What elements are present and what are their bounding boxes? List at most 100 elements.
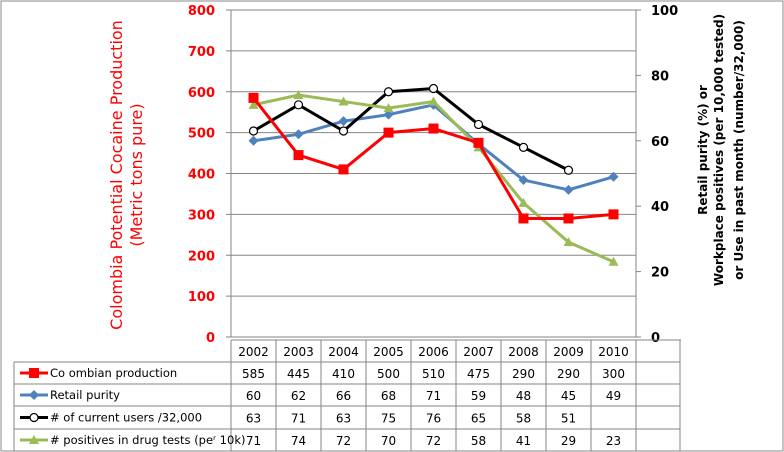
table-cell-value: 585 [242,367,265,381]
left-tick-label: 100 [188,290,215,305]
legend-marker [29,435,39,444]
left-tick-label: 600 [188,86,215,101]
data-point [338,126,349,136]
table-cell-value: 65 [471,412,486,426]
table-cell-value: 63 [246,412,261,426]
left-tick-label: 400 [188,168,215,183]
table-cell-value: 51 [561,412,576,426]
table-cell-value: 66 [336,389,351,403]
table-cell-value: 59 [471,389,486,403]
data-point [428,123,439,134]
legend-label: Retail purity [50,388,120,402]
x-category-label: 2008 [508,345,539,359]
table-cell-value: 49 [606,389,621,403]
table-cell-value: 45 [561,389,576,403]
table-cell-value: 71 [426,389,441,403]
table-cell-value: 41 [516,434,531,448]
data-point [383,87,394,97]
data-point [608,256,619,266]
data-point [428,96,439,106]
left-tick-label: 200 [188,249,215,264]
table-cell-value: 60 [246,389,261,403]
table-cell-value: 71 [246,434,261,448]
left-axis-title-line2: (Metric tons pure) [127,103,146,246]
left-tick-label: 0 [206,331,215,346]
table-cell-value: 300 [602,367,625,381]
data-point [338,116,349,127]
right-tick-label: 60 [651,135,669,150]
axes: 0 100 200 300 400 500 600 700 800 0 20 40 60 80 100 [188,4,678,346]
table-cell-value: 510 [422,367,445,381]
table-cell-value: 58 [516,412,531,426]
data-point [383,103,394,113]
data-point [248,99,259,109]
legend-label: Co ombian production [50,366,177,380]
table-cell-value: 48 [516,389,531,403]
left-tick-label: 300 [188,208,215,223]
data-point [473,137,484,148]
legend-marker [29,368,39,378]
data-point [608,209,619,220]
right-tick-label: 100 [651,4,678,19]
table-cell-value: 68 [381,389,396,403]
left-tick-label: 500 [188,127,215,142]
left-tick-label: 700 [188,45,215,60]
data-point [248,126,259,136]
data-point [563,184,574,195]
right-tick-label: 80 [651,69,669,84]
series-group [248,83,619,266]
table-cell-value: 62 [291,389,306,403]
table-cell-value: 71 [291,412,306,426]
right-tick-label: 40 [651,200,669,215]
data-point [383,109,394,120]
right-axis-title-line1: Retail purity (%) or [696,85,710,215]
legend-marker [29,412,39,423]
legend-label: # of current users /32,000 [50,411,202,425]
data-point [563,165,574,175]
x-category-label: 2005 [373,345,404,359]
data-point [518,175,529,186]
legend-label: # positives in drug tests (peʳ 10k) [50,433,245,447]
data-point [608,171,619,182]
right-axis-title-line3: or Use in past month (number/32,000) [732,20,746,280]
x-category-label: 2010 [598,345,629,359]
data-point [518,213,529,224]
x-category-label: 2007 [463,345,494,359]
data-point [383,127,394,138]
data-point [248,135,259,146]
x-category-label: 2002 [238,345,269,359]
data-point [338,96,349,106]
table-cell-value: 70 [381,434,396,448]
data-point [518,197,529,207]
table-cell-value: 74 [291,434,306,448]
x-category-label: 2006 [418,345,449,359]
data-table: 2002 2003 2004 2005 2006 2007 2008 2009 2010 Co o… [13,339,681,452]
table-cell-value: 75 [381,412,396,426]
data-point [563,213,574,224]
x-category-label: 2004 [328,345,359,359]
x-category-label: 2003 [283,345,314,359]
right-tick-label: 20 [651,266,669,281]
data-point [518,142,529,152]
data-point [293,150,304,161]
table-cell-value: 23 [606,434,621,448]
data-point [563,237,574,247]
table-cell-value: 410 [332,367,355,381]
data-point [293,129,304,140]
series-line-2 [252,86,570,172]
left-tick-label: 800 [188,4,215,19]
legend-marker [29,390,39,400]
table-cell-value: 500 [377,367,400,381]
table-cell-value: 76 [426,412,441,426]
table-cell-value: 29 [561,434,576,448]
table-cell-value: 72 [426,434,441,448]
data-point [338,164,349,175]
data-point [293,100,304,110]
left-axis-title-line1: Colombia Potential Cocaine Production [107,20,126,330]
table-cell-value: 290 [557,367,580,381]
table-cell-value: 290 [512,367,535,381]
data-point [428,83,439,94]
data-point [293,90,304,100]
